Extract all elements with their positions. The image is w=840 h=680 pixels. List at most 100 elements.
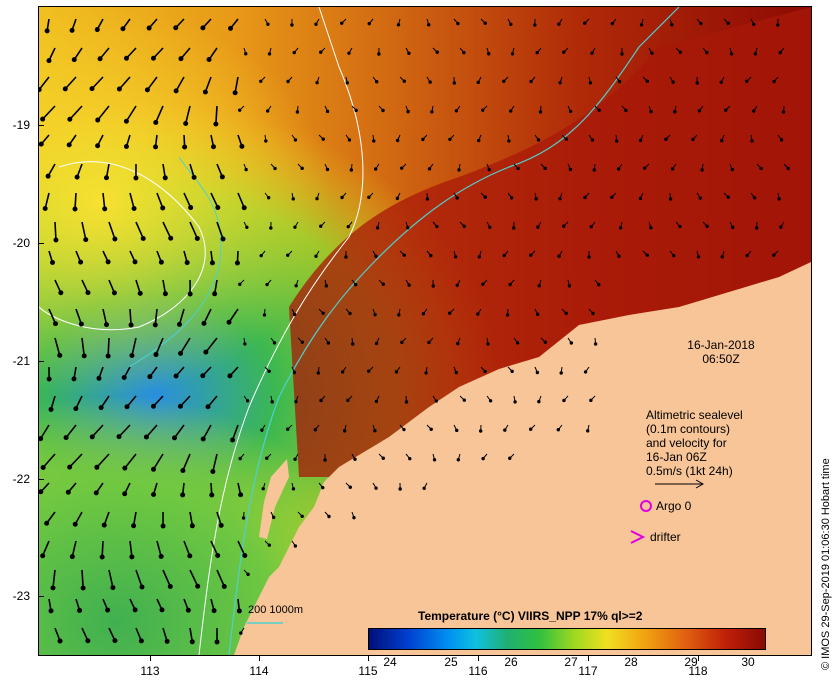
velocity-arrow-head <box>189 639 195 645</box>
velocity-arrow-head <box>408 456 412 461</box>
velocity-arrow-head <box>244 167 248 172</box>
velocity-arrow-head <box>129 554 135 560</box>
velocity-arrow-head <box>77 607 83 613</box>
velocity-arrow-head <box>502 79 506 83</box>
velocity-arrow-head <box>44 520 50 526</box>
velocity-arrow-head <box>293 457 297 461</box>
velocity-arrow-head <box>448 137 452 142</box>
velocity-arrow <box>64 76 77 90</box>
x-tick-mark <box>478 655 479 661</box>
velocity-arrow-head <box>427 167 432 171</box>
velocity-arrow-head <box>568 167 573 172</box>
velocity-arrow-head <box>112 638 118 644</box>
colorbar-label: 27 <box>564 655 578 669</box>
velocity-arrow-head <box>188 205 194 211</box>
velocity-arrow-head <box>395 138 400 143</box>
velocity-arrow <box>210 192 219 208</box>
legend-line: 0.5m/s (1kt 24h) <box>646 464 733 478</box>
velocity-arrow-head <box>105 259 111 265</box>
velocity-arrow-head <box>213 121 219 127</box>
velocity-arrow-head <box>726 21 730 25</box>
argo-marker <box>640 500 652 512</box>
y-tick-label: -21 <box>12 354 30 368</box>
velocity-arrow-head <box>226 319 232 325</box>
velocity-arrow-head <box>590 138 595 142</box>
velocity-arrow-head <box>698 196 702 200</box>
velocity-arrow-head <box>290 23 294 27</box>
velocity-arrow <box>81 337 85 356</box>
velocity-arrow-head <box>673 110 677 114</box>
velocity-arrow-head <box>567 284 572 288</box>
velocity-arrow-head <box>168 235 174 241</box>
velocity-arrow-head <box>591 311 595 316</box>
velocity-arrow-head <box>752 196 757 200</box>
velocity-arrow-head <box>462 224 466 228</box>
velocity-arrow-head <box>314 22 318 26</box>
velocity-arrow-head <box>453 255 458 259</box>
velocity-arrow-head <box>347 138 352 142</box>
velocity-arrows <box>39 18 790 645</box>
velocity-arrow-head <box>691 137 695 142</box>
velocity-arrow-head <box>95 143 101 149</box>
velocity-arrow-head <box>638 196 643 201</box>
velocity-arrow <box>81 221 87 240</box>
velocity-arrow-head <box>137 290 143 296</box>
velocity-arrow <box>182 453 191 471</box>
velocity-arrow-head <box>583 195 587 200</box>
velocity-arrow-head <box>374 80 379 84</box>
velocity-arrow-head <box>152 322 158 328</box>
velocity-arrow-head <box>85 290 91 296</box>
velocity-arrow-head <box>639 23 644 27</box>
velocity-arrow-head <box>300 514 304 518</box>
velocity-arrow-head <box>377 52 381 56</box>
velocity-arrow-head <box>211 144 217 150</box>
velocity-arrow-head <box>750 139 754 143</box>
velocity-arrow-head <box>535 312 540 317</box>
velocity-arrow-head <box>448 311 452 315</box>
velocity-arrow-head <box>374 341 379 346</box>
velocity-arrow-head <box>779 138 784 142</box>
velocity-arrow-head <box>110 585 116 591</box>
velocity-arrow-head <box>381 282 385 286</box>
velocity-arrow-head <box>668 197 673 201</box>
velocity-arrow-head <box>42 206 48 212</box>
velocity-arrow-head <box>589 398 593 403</box>
velocity-arrow-head <box>151 466 157 472</box>
velocity-arrow-head <box>348 485 352 489</box>
velocity-arrow-head <box>649 109 653 114</box>
velocity-arrow-head <box>89 434 95 440</box>
velocity-arrow-head <box>260 428 264 432</box>
x-tick-mark <box>150 655 151 661</box>
velocity-arrow <box>237 540 246 556</box>
velocity-arrow-head <box>354 108 358 113</box>
velocity-arrow-head <box>488 399 493 403</box>
velocity-arrow-head <box>300 340 305 344</box>
velocity-arrow-head <box>509 196 514 200</box>
velocity-arrow-head <box>374 399 379 404</box>
velocity-arrow-head <box>375 226 380 230</box>
velocity-arrow-head <box>242 552 248 558</box>
velocity-arrow-head <box>366 369 371 373</box>
velocity-arrow-head <box>194 235 200 241</box>
velocity-arrow-head <box>535 370 540 375</box>
velocity-arrow-head <box>786 166 790 171</box>
velocity-arrow-head <box>218 522 224 528</box>
velocity-arrow-head <box>558 196 562 201</box>
velocity-arrow-head <box>534 197 538 201</box>
velocity-arrow-head <box>183 120 189 126</box>
velocity-arrow-head <box>455 196 459 200</box>
velocity-arrow-head <box>753 52 758 56</box>
velocity-arrow-head <box>696 255 701 259</box>
velocity-arrow-head <box>529 79 533 84</box>
velocity-arrow-head <box>695 81 699 85</box>
velocity-arrow-head <box>752 109 756 113</box>
legend-line: Altimetric sealevel <box>646 408 743 422</box>
velocity-arrow-head <box>267 369 271 374</box>
velocity-arrow-head <box>261 487 265 491</box>
velocity-arrow <box>228 308 239 323</box>
sst-map[interactable] <box>38 6 812 656</box>
velocity-arrow-head <box>39 141 44 147</box>
velocity-arrow-head <box>180 492 186 498</box>
velocity-arrow <box>237 192 245 209</box>
velocity-arrow-head <box>720 138 724 143</box>
